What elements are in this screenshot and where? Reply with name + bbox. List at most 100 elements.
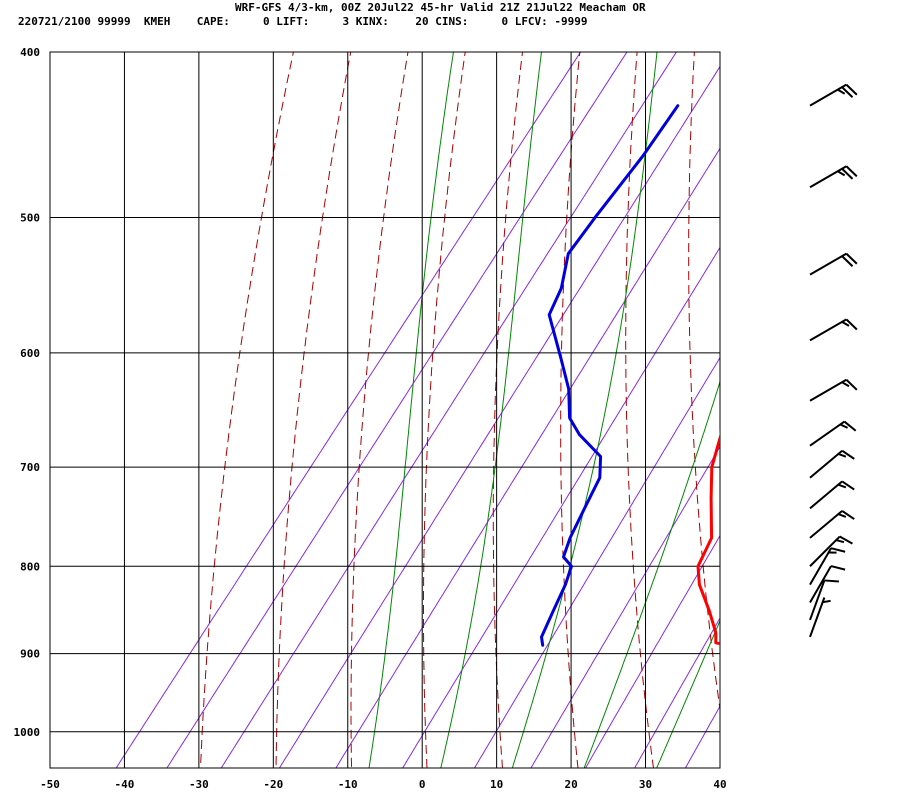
wind-barb-staff xyxy=(809,547,832,586)
mixing-ratio-line xyxy=(473,356,720,768)
wind-barb xyxy=(809,597,831,638)
wind-barb-staff xyxy=(809,449,843,479)
mixing-ratio-line xyxy=(584,534,720,768)
plot-frame xyxy=(49,51,721,769)
temperature-profile-line xyxy=(696,428,720,646)
wind-barb-feather xyxy=(841,381,850,388)
wind-barb xyxy=(809,165,858,189)
dry-adiabat-line xyxy=(809,33,882,775)
wind-barb-feather xyxy=(841,255,854,267)
dry-adiabat-line xyxy=(866,33,900,775)
x-tick-label: -20 xyxy=(263,778,283,791)
wind-barb-feather xyxy=(839,535,853,545)
wind-barb-feather xyxy=(845,378,858,391)
wind-barb-feather xyxy=(841,480,855,491)
wind-barb-feather xyxy=(830,547,846,553)
wind-barb-feather xyxy=(845,318,858,331)
wind-barb-staff xyxy=(809,378,847,402)
mixing-ratio-line xyxy=(278,65,720,768)
wind-barb xyxy=(809,565,846,603)
x-tick-label: 10 xyxy=(490,778,503,791)
wind-barb-feather xyxy=(835,539,845,544)
wind-barb-feather xyxy=(841,320,850,327)
mixing-ratio-line xyxy=(166,52,628,768)
wind-barb-feather xyxy=(841,86,854,98)
wind-barb-feather xyxy=(837,170,846,177)
sounding-profiles xyxy=(540,104,720,647)
x-tick-label: -30 xyxy=(189,778,209,791)
wind-barb-feather xyxy=(837,513,847,518)
wind-barb xyxy=(809,510,855,539)
dry-adiabat-line xyxy=(350,52,409,768)
wind-barb xyxy=(809,449,855,479)
dry-adiabat-line xyxy=(688,52,720,714)
moist-adiabats xyxy=(368,52,720,768)
x-tick-label: 30 xyxy=(639,778,652,791)
wind-barb-feather xyxy=(824,579,839,583)
wind-barb xyxy=(809,378,858,402)
y-tick-label: 600 xyxy=(20,347,40,360)
wind-barb-staff xyxy=(809,535,841,567)
wind-barb-feather xyxy=(845,252,858,265)
wind-barb-feather xyxy=(837,88,846,95)
y-tick-labels: 400 500 600 700 800 900 1000 xyxy=(14,46,41,739)
wind-barb-staff xyxy=(809,165,847,189)
moist-adiabat-line xyxy=(368,52,454,768)
moist-adiabat-line xyxy=(583,380,720,768)
x-tick-labels: -50 -40 -30 -20 -10 0 10 20 30 40 xyxy=(40,778,727,791)
wind-barb xyxy=(809,252,858,276)
wind-barb xyxy=(809,535,853,567)
wind-barb xyxy=(809,318,858,342)
wind-barb-staff xyxy=(809,318,847,342)
wind-barb xyxy=(809,547,846,586)
dry-adiabat-line xyxy=(275,52,352,768)
x-tick-label: 20 xyxy=(564,778,577,791)
mixing-ratio-line xyxy=(220,52,677,768)
y-tick-label: 400 xyxy=(20,46,40,59)
dry-adiabat-line xyxy=(492,52,524,768)
wind-barb-staff xyxy=(809,83,847,107)
wind-barb-staff xyxy=(809,480,843,510)
wind-barb-staff xyxy=(809,597,826,638)
wind-barb xyxy=(809,579,839,621)
y-tick-label: 700 xyxy=(20,461,40,474)
y-tick-label: 500 xyxy=(20,212,40,225)
mixing-ratio-line xyxy=(402,246,720,768)
mixing-ratio-lines xyxy=(115,52,720,768)
dry-adiabats xyxy=(199,33,900,775)
wind-barb xyxy=(809,420,857,447)
wind-barb-feather xyxy=(841,510,855,520)
wind-barb-feather xyxy=(837,452,847,458)
x-tick-label: 40 xyxy=(713,778,726,791)
y-tick-label: 1000 xyxy=(14,726,41,739)
wind-barb-feather xyxy=(822,599,831,604)
y-tick-label: 900 xyxy=(20,648,40,661)
wind-barb-feather xyxy=(845,165,858,178)
x-tick-label: 0 xyxy=(419,778,426,791)
dry-adiabat-line xyxy=(423,52,466,768)
wind-barb xyxy=(809,480,855,510)
y-tick-label: 800 xyxy=(20,560,40,573)
dry-adiabat-line xyxy=(625,52,655,768)
wind-barb-staff xyxy=(809,580,826,621)
moist-adiabat-line xyxy=(511,52,658,768)
moist-adiabat-line xyxy=(656,619,720,768)
wind-barb-staff xyxy=(809,510,843,539)
mixing-ratio-line xyxy=(530,445,720,768)
wind-barb-feather xyxy=(839,423,849,429)
wind-barb-feather xyxy=(830,565,846,571)
wind-barbs xyxy=(809,83,858,638)
moist-adiabat-line xyxy=(440,52,543,768)
wind-barb-feather xyxy=(843,420,857,432)
dry-adiabat-line xyxy=(750,33,806,775)
wind-barb-staff xyxy=(809,252,847,276)
x-tick-label: -40 xyxy=(115,778,135,791)
chart-title: WRF-GFS 4/3-km, 00Z 20Jul22 45-hr Valid … xyxy=(235,1,646,14)
wind-barb xyxy=(809,83,858,107)
mixing-ratio-line xyxy=(115,52,582,768)
wind-barb-feather xyxy=(841,168,854,180)
dewpoint-profile-line xyxy=(540,104,680,647)
wind-barb-staff xyxy=(809,565,832,603)
dry-adiabat-line xyxy=(199,52,294,768)
